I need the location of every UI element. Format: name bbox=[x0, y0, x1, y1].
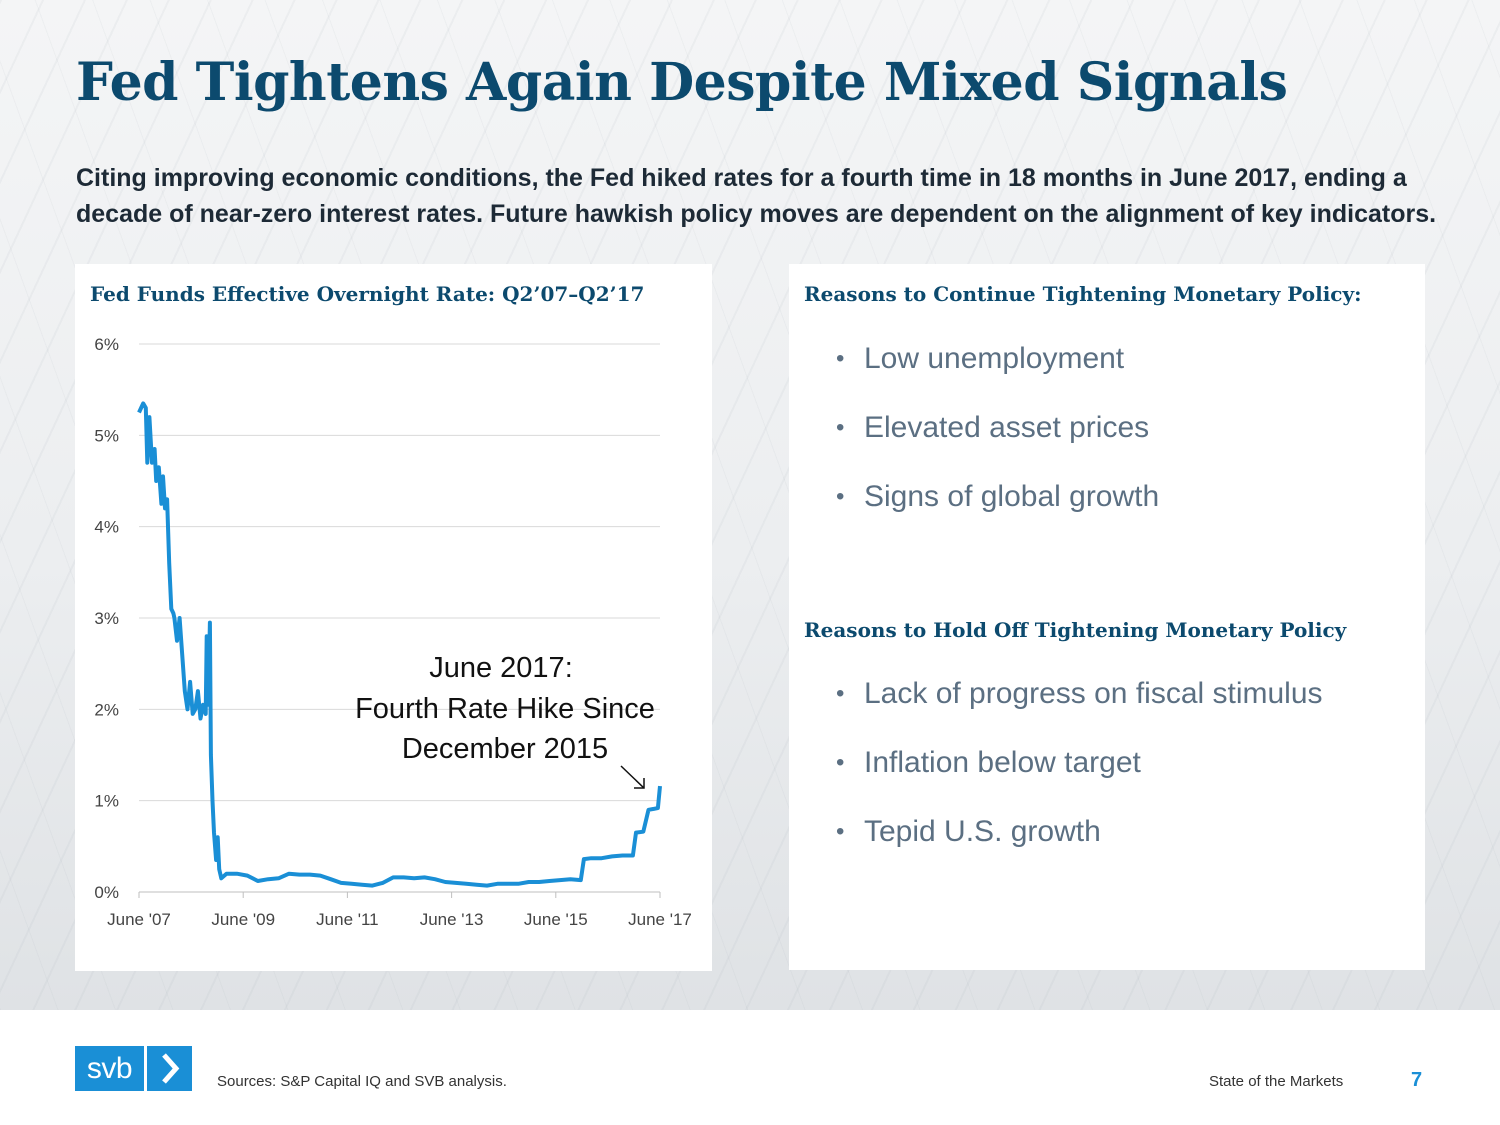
list-item-text: Inflation below target bbox=[864, 746, 1141, 779]
list-item-text: Lack of progress on fiscal stimulus bbox=[864, 677, 1323, 710]
annotation-arrowhead bbox=[634, 778, 645, 789]
y-tick-label: 0% bbox=[94, 883, 119, 902]
fed-funds-rate-chart: 0% 1% 2% 3% 4% 5% 6% June '07 June '09 June '11 Ju… bbox=[94, 335, 692, 929]
hold-off-tightening-heading: Reasons to Hold Off Tightening Monetary … bbox=[804, 618, 1347, 642]
bullet-icon: • bbox=[836, 483, 845, 510]
bullet-icon: • bbox=[836, 680, 845, 707]
chart-panel: Fed Funds Effective Overnight Rate: Q2’0… bbox=[75, 264, 712, 971]
list-item-text: Elevated asset prices bbox=[864, 411, 1150, 444]
logo-wordmark: svb bbox=[75, 1046, 144, 1091]
series-line bbox=[137, 401, 662, 888]
y-tick-label: 6% bbox=[94, 335, 119, 354]
y-tick-label: 5% bbox=[94, 426, 119, 445]
x-tick-label: June '07 bbox=[107, 910, 171, 929]
list-item-text: Low unemployment bbox=[864, 342, 1125, 375]
bullet-icon: • bbox=[836, 749, 845, 776]
list-item: • Inflation below target bbox=[833, 743, 1323, 812]
bullet-icon: • bbox=[836, 345, 845, 372]
list-item: • Low unemployment bbox=[833, 339, 1159, 408]
x-tick-label: June '17 bbox=[628, 910, 692, 929]
x-tick-label: June '09 bbox=[211, 910, 275, 929]
svb-logo: svb bbox=[75, 1046, 192, 1091]
deck-title: State of the Markets bbox=[1209, 1073, 1344, 1090]
continue-tightening-list: • Low unemployment • Elevated asset prices… bbox=[833, 339, 1159, 546]
y-tick-label: 3% bbox=[94, 609, 119, 628]
annotation-arrow bbox=[620, 765, 645, 789]
list-item: • Elevated asset prices bbox=[833, 408, 1159, 477]
page-subtitle: Citing improving economic conditions, th… bbox=[76, 164, 1437, 228]
chevron-right-icon bbox=[147, 1046, 192, 1091]
annotation-text: Fourth Rate Hike Since bbox=[355, 693, 655, 725]
list-item-text: Signs of global growth bbox=[864, 480, 1160, 513]
reasons-panel: Reasons to Continue Tightening Monetary … bbox=[789, 264, 1425, 970]
list-item: • Lack of progress on fiscal stimulus bbox=[833, 674, 1323, 743]
list-item: • Signs of global growth bbox=[833, 477, 1159, 546]
continue-tightening-heading: Reasons to Continue Tightening Monetary … bbox=[804, 282, 1362, 306]
bullet-icon: • bbox=[836, 818, 845, 845]
hold-off-tightening-list: • Lack of progress on fiscal stimulus • In… bbox=[833, 674, 1323, 881]
annotation-text: December 2015 bbox=[402, 733, 608, 765]
x-tick-label: June '13 bbox=[420, 910, 484, 929]
chart-title: Fed Funds Effective Overnight Rate: Q2’0… bbox=[90, 282, 645, 306]
list-item-text: Tepid U.S. growth bbox=[864, 815, 1101, 848]
y-tick-label: 1% bbox=[94, 792, 119, 811]
x-tick-label: June '15 bbox=[524, 910, 588, 929]
page-title: Fed Tightens Again Despite Mixed Signals bbox=[76, 52, 1288, 113]
annotation-text: June 2017: bbox=[429, 652, 573, 684]
y-tick-label: 2% bbox=[94, 700, 119, 719]
bullet-icon: • bbox=[836, 414, 845, 441]
x-tick-label: June '11 bbox=[316, 910, 378, 929]
list-item: • Tepid U.S. growth bbox=[833, 812, 1323, 881]
sources-note: Sources: S&P Capital IQ and SVB analysis… bbox=[217, 1073, 507, 1090]
page-number: 7 bbox=[1411, 1069, 1423, 1091]
y-tick-label: 4% bbox=[94, 518, 119, 537]
